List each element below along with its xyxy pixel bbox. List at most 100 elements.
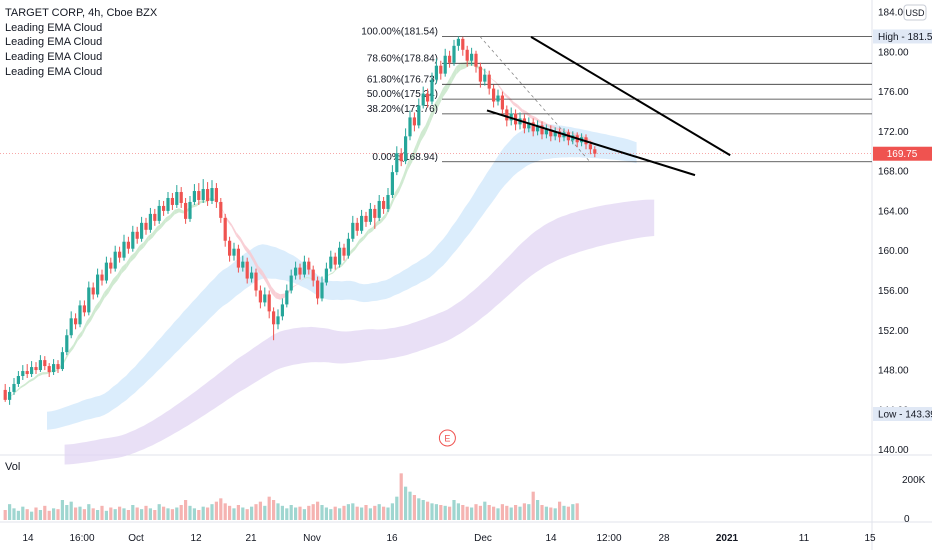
ema-cloud-red-segment — [496, 82, 500, 89]
candle-up — [70, 318, 73, 335]
ema-cloud-green-segment — [447, 74, 451, 90]
volume-bar — [545, 507, 548, 520]
volume-bar — [131, 505, 134, 520]
volume-bar — [452, 500, 455, 520]
indicator-label[interactable]: Leading EMA Cloud — [5, 50, 157, 65]
volume-bar — [210, 504, 213, 520]
candle-down — [259, 290, 262, 302]
time-tick-label: 21 — [245, 533, 257, 544]
candle-up — [140, 223, 143, 239]
ema-cloud-green-segment — [403, 162, 407, 182]
volume-bar — [268, 497, 271, 520]
candle-up — [250, 273, 253, 279]
indicator-label[interactable]: Leading EMA Cloud — [5, 21, 157, 36]
volume-bar — [43, 506, 46, 520]
candle-down — [298, 268, 301, 275]
volume-bar — [263, 506, 266, 520]
volume-bar — [100, 506, 103, 520]
ema-cloud-green-segment — [179, 208, 183, 213]
indicator-label[interactable]: Leading EMA Cloud — [5, 35, 157, 50]
candle-down — [268, 294, 271, 311]
volume-bar — [461, 505, 464, 520]
ema-cloud-red-segment — [293, 284, 297, 287]
fib-level-label: 100.00%(181.54) — [361, 26, 438, 37]
price-tick-label: 152.00 — [878, 326, 909, 337]
earnings-marker-label: E — [444, 434, 450, 444]
ema-cloud-green-segment — [131, 252, 135, 262]
ema-cloud-green-segment — [117, 267, 121, 281]
volume-bar — [232, 508, 235, 520]
ema-cloud-green-segment — [16, 386, 20, 392]
candle-up — [470, 54, 473, 61]
volume-bar — [202, 507, 205, 520]
volume-bar — [492, 507, 495, 520]
volume-bar — [96, 510, 99, 520]
volume-bar — [540, 505, 543, 520]
ema-cloud-red-segment — [236, 232, 240, 242]
symbol-title[interactable]: TARGET CORP, 4h, Cboe BZX — [5, 6, 157, 21]
ema-cloud-red-segment — [232, 224, 236, 236]
candle-up — [285, 290, 288, 304]
volume-bar — [197, 510, 200, 520]
volume-bar — [400, 473, 403, 520]
candle-up — [202, 189, 205, 200]
fib-level-label: 78.60%(178.84) — [367, 53, 438, 64]
candle-down — [136, 232, 139, 239]
volume-bar — [206, 508, 209, 521]
ema-cloud-green-segment — [69, 344, 73, 354]
candle-up — [422, 94, 425, 106]
volume-bar — [34, 508, 37, 521]
volume-bar — [298, 507, 301, 520]
volume-label: Vol — [5, 461, 20, 473]
ema-cloud-red-segment — [527, 111, 531, 118]
volume-bar — [479, 506, 482, 520]
candle-up — [188, 202, 191, 219]
ema-cloud-red-segment — [509, 97, 513, 106]
candle-up — [294, 268, 297, 276]
volume-bar — [39, 510, 42, 520]
indicator-label[interactable]: Leading EMA Cloud — [5, 65, 157, 80]
candle-down — [26, 371, 29, 374]
ema-cloud-green-segment — [368, 227, 372, 234]
ema-cloud-green-segment — [439, 88, 443, 106]
ema-cloud-green-segment — [113, 274, 117, 285]
ema-cloud-green-segment — [109, 279, 113, 293]
ema-cloud-green-segment — [153, 227, 157, 238]
candle-up — [452, 46, 455, 63]
candle-down — [439, 66, 442, 74]
time-tick-label: 14 — [22, 533, 34, 544]
volume-bar — [285, 508, 288, 520]
ema-cloud-green-segment — [104, 287, 108, 299]
candle-up — [158, 206, 161, 221]
candle-up — [122, 242, 125, 258]
price-tick-label: 160.00 — [878, 246, 909, 257]
volume-bar — [237, 505, 240, 520]
volume-bar — [193, 508, 196, 520]
ema-cloud-green-segment — [355, 240, 359, 251]
candle-down — [382, 201, 385, 209]
ema-cloud-green-segment — [329, 272, 333, 275]
low-label: Low - 143.39 — [878, 410, 932, 421]
volume-bar — [422, 500, 425, 520]
ema-cloud-green-segment — [452, 66, 456, 82]
candle-down — [593, 149, 596, 153]
volume-tick-label: 0 — [904, 514, 910, 525]
candle-up — [149, 214, 152, 230]
ema-cloud-red-segment — [276, 292, 280, 300]
candle-up — [347, 239, 350, 256]
ema-cloud-green-segment — [29, 378, 33, 383]
volume-bar — [501, 504, 504, 520]
volume-bar — [562, 506, 565, 520]
volume-bar — [448, 507, 451, 520]
candle-down — [501, 96, 504, 110]
volume-bar — [334, 507, 337, 520]
candle-up — [65, 335, 68, 352]
ema-cloud-blue — [47, 124, 637, 430]
candle-up — [78, 305, 81, 324]
volume-bar — [241, 508, 244, 521]
volume-bar — [408, 492, 411, 520]
volume-bar — [149, 508, 152, 520]
